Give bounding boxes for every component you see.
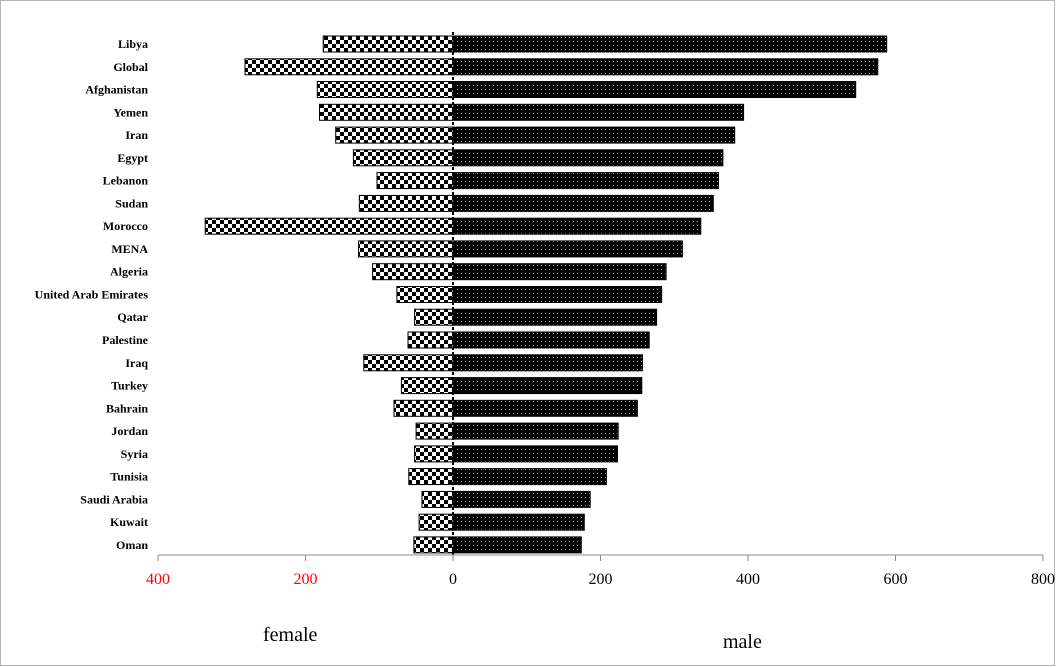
male-bar-syria (452, 445, 618, 463)
category-label: Egypt (117, 151, 148, 165)
female-label: female (263, 624, 318, 646)
male-bar-sudan (452, 194, 714, 212)
category-label: Jordan (111, 424, 148, 438)
female-bar-lebanon (376, 172, 454, 190)
female-bar-oman (413, 536, 454, 554)
x-tick-label: 400 (146, 571, 170, 588)
category-label: Afghanistan (85, 83, 148, 97)
female-bar-morocco (204, 217, 454, 235)
male-bar-afghanistan (452, 81, 857, 98)
category-label: Iran (125, 128, 148, 142)
female-bar-jordan (415, 422, 454, 440)
female-bar-kuwait (418, 513, 454, 531)
x-axis: 400 200 0 200 400 600 800 (146, 32, 1055, 588)
female-bar-united-arab-emirates (396, 286, 454, 303)
category-label: Algeria (110, 265, 148, 279)
female-bar-bahrain (393, 399, 454, 417)
x-tick-label: 600 (884, 571, 908, 588)
male-bar-libya (452, 35, 888, 53)
male-bar-egypt (452, 149, 724, 167)
female-bar-iraq (363, 354, 454, 372)
category-label: Kuwait (110, 515, 148, 529)
category-label: Saudi Arabia (80, 492, 148, 506)
category-label: United Arab Emirates (35, 288, 149, 302)
male-bar-saudi-arabia (452, 490, 591, 508)
category-label: Oman (116, 538, 148, 552)
category-label: MENA (111, 242, 148, 256)
female-bar-yemen (319, 103, 454, 121)
female-bar-algeria (372, 263, 454, 281)
category-label: Morocco (103, 219, 148, 233)
category-label: Bahrain (106, 401, 148, 415)
male-bar-iran (452, 126, 736, 144)
male-bar-oman (452, 536, 582, 554)
male-bar-palestine (452, 331, 650, 349)
female-bar-iran (335, 126, 454, 144)
female-bar-mena (358, 240, 454, 258)
category-label: Tunisia (110, 470, 148, 484)
male-bar-kuwait (452, 513, 585, 531)
male-bar-yemen (452, 103, 745, 121)
male-bar-tunisia (452, 468, 607, 486)
female-bar-saudi-arabia (421, 490, 454, 508)
x-tick-label: 800 (1031, 571, 1055, 588)
female-bar-palestine (407, 331, 454, 349)
male-bar-global (452, 58, 879, 76)
male-bar-mena (452, 240, 683, 258)
category-label: Yemen (113, 105, 148, 119)
category-label: Global (113, 60, 148, 74)
x-tick-label: 400 (736, 571, 760, 588)
category-label: Palestine (102, 333, 149, 347)
category-label: Syria (121, 447, 148, 461)
male-bar-morocco (452, 217, 702, 235)
female-bar-turkey (400, 377, 454, 395)
female-bar-libya (322, 35, 454, 53)
category-label: Qatar (117, 310, 148, 324)
male-bar-jordan (452, 422, 619, 440)
female-bar-afghanistan (316, 81, 454, 98)
female-bar-sudan (358, 194, 454, 212)
bars-layer (204, 35, 888, 554)
male-bar-turkey (452, 377, 643, 395)
male-bar-bahrain (452, 399, 638, 417)
x-tick-label: 0 (449, 571, 457, 588)
category-label: Sudan (115, 196, 148, 210)
category-label: Iraq (125, 356, 148, 370)
category-label: Lebanon (103, 174, 149, 188)
x-tick-label: 200 (589, 571, 613, 588)
category-labels: Libya Global Afghanistan Yemen Iran Egypt Leba… (35, 37, 149, 552)
category-label: Libya (118, 37, 148, 51)
male-bar-lebanon (452, 172, 719, 190)
male-bar-qatar (452, 308, 658, 326)
female-bar-qatar (414, 308, 454, 326)
male-bar-iraq (452, 354, 643, 372)
female-bar-tunisia (408, 468, 454, 486)
male-bar-united-arab-emirates (452, 286, 663, 303)
male-bar-algeria (452, 263, 667, 281)
female-bar-syria (414, 445, 454, 463)
male-label: male (723, 631, 762, 653)
female-bar-global (244, 58, 454, 76)
x-tick-label: 200 (294, 571, 318, 588)
female-bar-egypt (352, 149, 454, 167)
category-label: Turkey (111, 379, 148, 393)
